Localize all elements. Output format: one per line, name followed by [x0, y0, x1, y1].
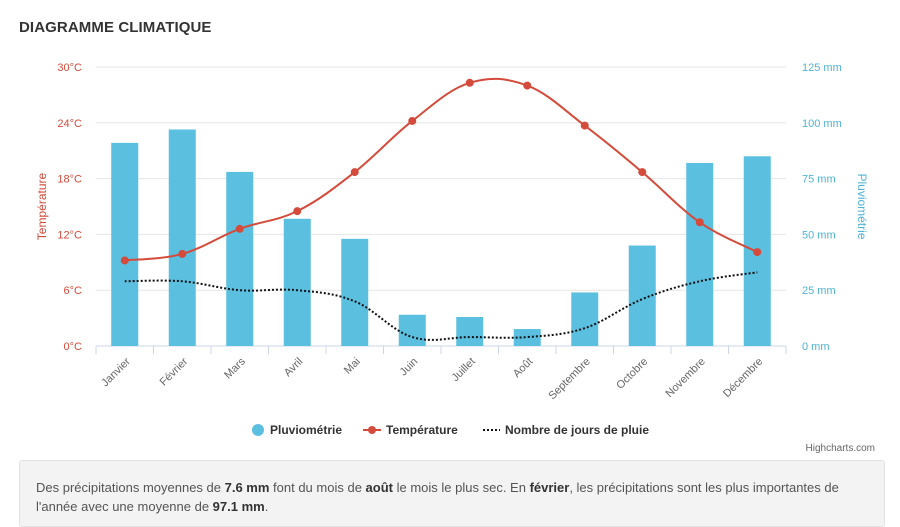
x-tick-label: Juillet [449, 356, 477, 384]
temperature-point [350, 168, 359, 177]
y-left-tick-label: 0°C [64, 341, 83, 353]
temperature-point [753, 248, 762, 257]
temperature-point [408, 116, 417, 125]
x-tick-label: Septembre [546, 356, 593, 403]
temperature-point [293, 207, 302, 216]
y-right-axis-title: Pluviométrie [855, 173, 869, 239]
y-left-axis-title: Température [35, 172, 49, 240]
note-value-driest-amount: 7.6 mm [224, 480, 270, 495]
x-tick-label: Mars [222, 355, 248, 381]
x-tick-label: Décembre [721, 356, 765, 400]
legend-temperature-label: Température [386, 423, 458, 437]
rain-bar [513, 329, 541, 346]
temperature-point [235, 224, 244, 233]
x-tick-label: Juin [398, 356, 421, 379]
rain-bar [283, 218, 311, 346]
rain-bar [111, 142, 139, 346]
legend-item-rain[interactable]: Pluviométrie [252, 423, 342, 437]
y-right-tick-label: 125 mm [802, 62, 842, 74]
rain-bar [571, 292, 599, 346]
legend-item-rain-days[interactable]: Nombre de jours de pluie [483, 423, 649, 437]
legend-rain-days-label: Nombre de jours de pluie [505, 423, 649, 437]
temperature-point [695, 218, 704, 227]
y-left-tick-label: 6°C [64, 285, 83, 297]
note-value-wettest-month: février [529, 480, 570, 495]
chart-title: DIAGRAMME CLIMATIQUE [19, 19, 212, 36]
x-tick-label: Avril [282, 356, 305, 379]
rain-bar [341, 238, 369, 346]
x-tick-label: Août [511, 356, 535, 380]
temperature-point [580, 121, 589, 130]
legend-rain-symbol [252, 424, 264, 436]
legend-temperature-symbol [368, 426, 376, 434]
y-left-tick-label: 18°C [57, 174, 82, 186]
rain-bar [628, 245, 656, 346]
rain-bar [226, 171, 254, 346]
temperature-point [120, 256, 129, 265]
note-text-3: le mois le plus sec. En [393, 480, 530, 495]
y-right-tick-label: 25 mm [802, 285, 836, 297]
rain-days-line [124, 271, 758, 341]
temperature-line [124, 77, 758, 262]
y-right-tick-label: 100 mm [802, 118, 842, 130]
credits-link[interactable]: Highcharts.com [805, 443, 875, 454]
x-tick-label: Février [158, 355, 191, 388]
y-right-tick-label: 0 mm [802, 341, 830, 353]
rain-bar [168, 129, 196, 346]
y-left-tick-label: 24°C [57, 118, 82, 130]
temperature-point [638, 168, 647, 177]
y-left-tick-label: 12°C [57, 229, 82, 241]
y-right-tick-label: 75 mm [802, 174, 836, 186]
y-left-tick-label: 30°C [57, 62, 82, 74]
temperature-point [178, 249, 187, 258]
rain-bar [398, 314, 426, 346]
y-right-tick-label: 50 mm [802, 229, 836, 241]
legend-rain-label: Pluviométrie [270, 423, 342, 437]
x-tick-label: Octobre [614, 356, 650, 392]
note-text-1: Des précipitations moyennes de [36, 480, 225, 495]
note-text-5: . [264, 499, 269, 514]
rain-bar [686, 162, 714, 346]
temperature-point [523, 81, 532, 90]
summary-note: Des précipitations moyennes de 7.6 mm fo… [19, 460, 885, 527]
legend-item-temperature[interactable]: Température [363, 423, 458, 437]
note-value-driest-month: août [365, 480, 393, 495]
rain-bar [456, 316, 484, 346]
x-tick-label: Mai [342, 356, 363, 377]
x-tick-label: Novembre [664, 356, 708, 400]
x-tick-label: Janvier [99, 355, 133, 389]
note-text-2: font du mois de [269, 480, 366, 495]
note-value-wettest-amount: 97.1 mm [212, 499, 265, 514]
climate-chart: 0°C 0 mm 6°C 25 mm 12°C 50 mm 18°C 75 mm 24°C 100… [35, 62, 869, 437]
temperature-point [465, 78, 474, 87]
note-text-4: , les précipitations sont les plus impor… [36, 480, 839, 514]
